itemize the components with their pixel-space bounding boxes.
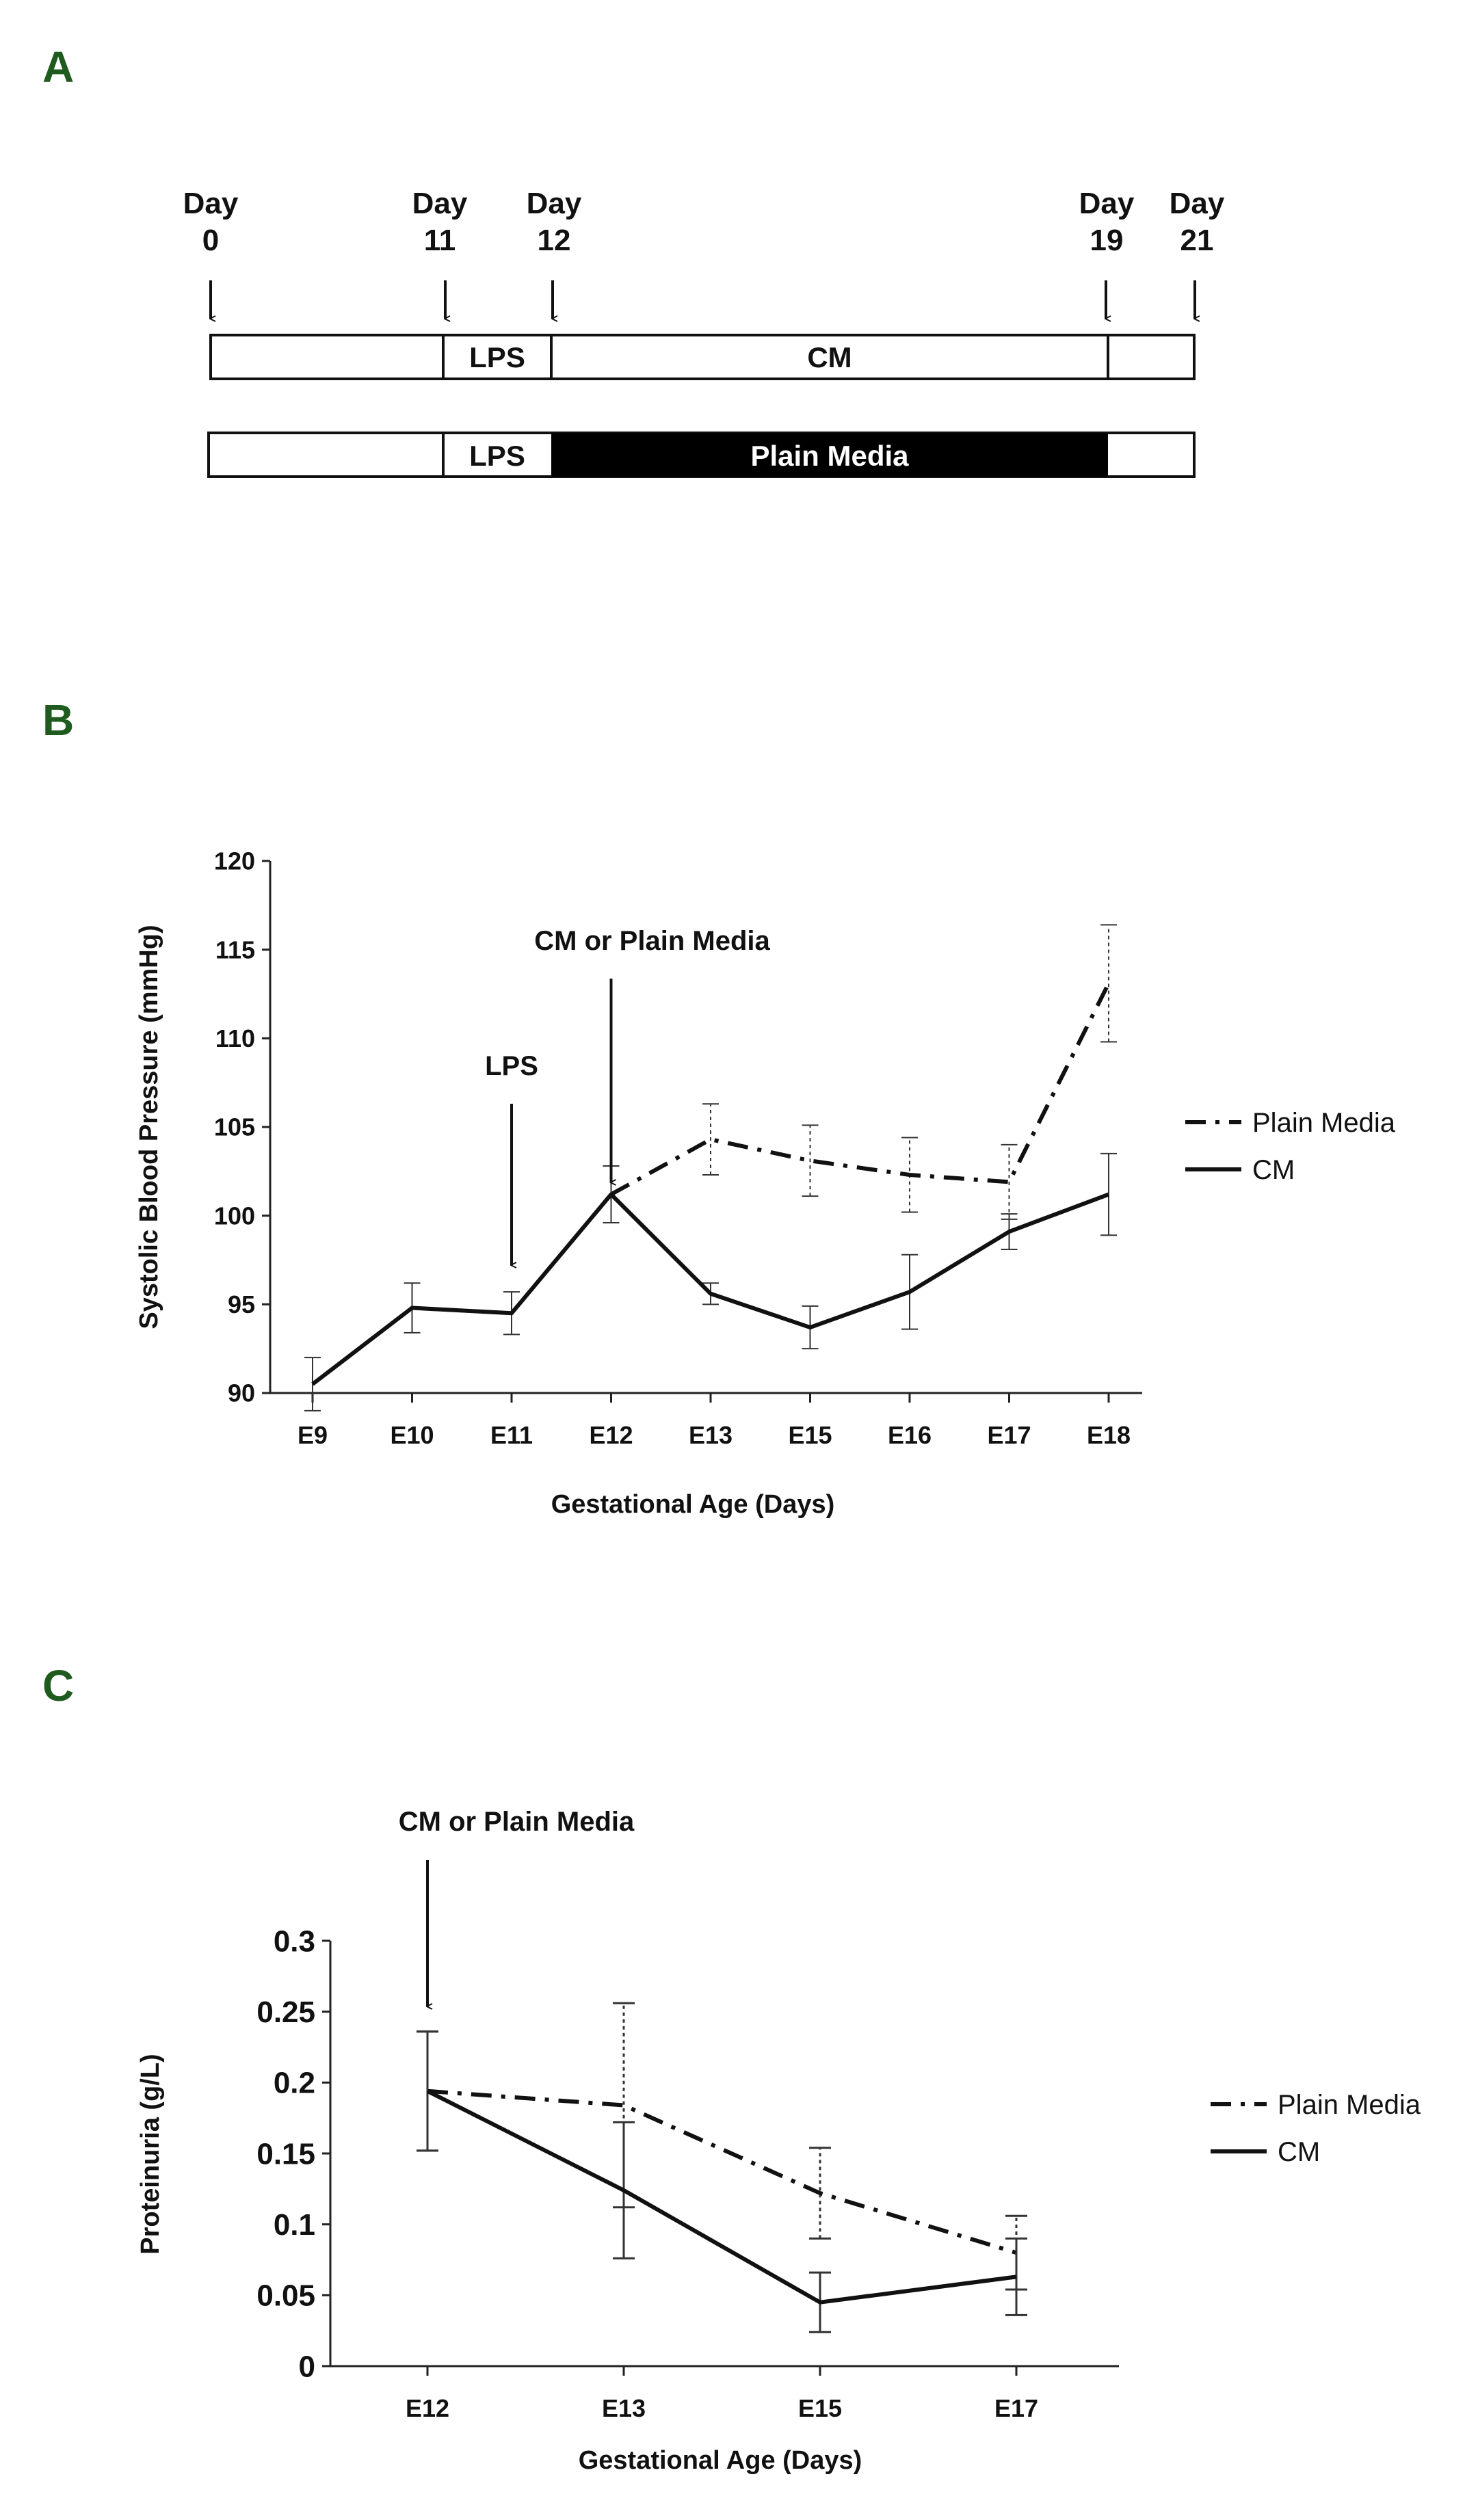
y-tick-label: 90 [228, 1379, 255, 1407]
timeline-day-0-word: Day [183, 187, 239, 220]
y-tick-label: 0.1 [274, 2208, 315, 2242]
timeline-day-11-word: Day [412, 187, 468, 220]
timeline-bar-plain-treatment-label: Plain Media [750, 440, 909, 472]
x-tick-label: E17 [987, 1421, 1031, 1449]
x-tick-label: E11 [490, 1421, 533, 1449]
x-tick-label: E18 [1087, 1421, 1131, 1449]
x-tick-label: E12 [589, 1421, 633, 1449]
y-tick-label: 0.05 [256, 2279, 315, 2313]
y-tick-label: 0.2 [274, 2067, 315, 2100]
panel-label-a: A [42, 42, 74, 92]
x-tick-label: E10 [390, 1421, 434, 1449]
timeline-bar-plain-media-fill [551, 433, 1108, 477]
y-tick-label: 0.25 [256, 1995, 315, 2029]
annotation-label: CM or Plain Media [399, 1807, 635, 1837]
y-tick-label: 0 [299, 2350, 315, 2383]
annotation-label: CM or Plain Media [534, 926, 770, 956]
y-tick-label: 120 [214, 847, 255, 875]
legend-label-plain-media: Plain Media [1252, 1108, 1396, 1138]
timeline-day-19-number: 19 [1090, 224, 1124, 257]
timeline-bar-plain-lps-label: LPS [469, 440, 525, 472]
y-axis-label: Proteinuria (g/L) [136, 2054, 165, 2254]
plain-media-series-line [610, 982, 1111, 1197]
x-tick-label: E17 [994, 2394, 1038, 2422]
panel-label-c: C [42, 1661, 74, 1710]
timeline-day-12-word: Day [527, 187, 582, 220]
legend-label-plain-media: Plain Media [1278, 2090, 1421, 2120]
y-tick-label: 0.15 [256, 2137, 315, 2171]
cm-series-line [311, 1192, 1110, 1386]
y-tick-label: 105 [214, 1113, 255, 1141]
y-tick-label: 0.3 [274, 1924, 315, 1958]
legend-label-cm: CM [1252, 1155, 1295, 1185]
timeline-day-11-number: 11 [424, 224, 456, 257]
x-axis-label: Gestational Age (Days) [579, 2446, 862, 2475]
cm-series-line [426, 2089, 1017, 2305]
chart-proteinuria: 0 0.05 0.1 0.15 0.2 0.25 0.3 E12 E13 E15 E17 Gestat… [136, 1807, 1421, 2475]
timeline-day-21-word: Day [1170, 187, 1225, 220]
chart-blood-pressure: 90 95 100 105 110 115 120 E9 E10 E11 E12 E13 E15 E16 E… [135, 847, 1396, 1519]
x-tick-label: E12 [406, 2394, 449, 2422]
x-tick-label: E13 [602, 2394, 646, 2422]
y-axis-label: Systolic Blood Pressure (mmHg) [135, 925, 163, 1329]
y-tick-label: 110 [215, 1024, 255, 1052]
timeline-day-19-word: Day [1079, 187, 1135, 220]
x-tick-label: E15 [788, 1421, 832, 1449]
timeline-day-21-number: 21 [1180, 224, 1214, 257]
x-tick-label: E13 [689, 1421, 733, 1449]
timeline-bar-cm-lps-label: LPS [469, 341, 525, 373]
y-tick-label: 95 [228, 1290, 255, 1318]
x-tick-label: E15 [798, 2394, 842, 2422]
timeline-day-12-number: 12 [538, 224, 571, 257]
y-tick-label: 100 [214, 1202, 255, 1230]
x-tick-label: E16 [888, 1421, 932, 1449]
legend-label-cm: CM [1278, 2137, 1320, 2167]
timeline-diagram: Day 0 Day 11 Day 12 Day 19 Day 21 LPS CM… [183, 187, 1225, 478]
plain-media-series-line [427, 2088, 1017, 2255]
x-axis-label: Gestational Age (Days) [551, 1490, 835, 1519]
timeline-bar-cm [209, 334, 1196, 380]
timeline-day-0-number: 0 [202, 224, 219, 257]
timeline-bar-cm-treatment-label: CM [807, 341, 852, 373]
x-tick-label: E9 [298, 1421, 328, 1449]
panel-label-b: B [42, 695, 74, 745]
annotation-label: LPS [485, 1051, 538, 1081]
y-tick-label: 115 [215, 936, 255, 964]
